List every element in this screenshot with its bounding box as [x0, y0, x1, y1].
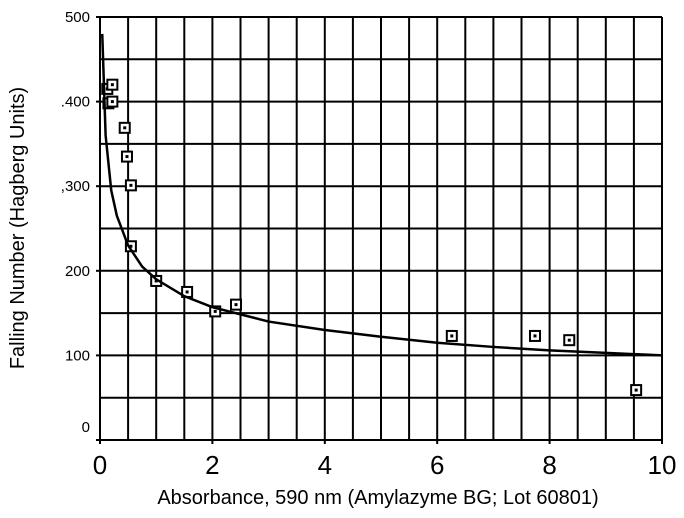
x-tick-label: 4: [318, 450, 332, 480]
x-tick-label: 2: [205, 450, 219, 480]
point-dot: [185, 290, 189, 294]
data-point: [118, 121, 131, 134]
data-point: [230, 298, 243, 311]
point-dot: [567, 338, 571, 342]
point-dot: [129, 244, 133, 248]
y-tick-label: 0: [82, 419, 90, 436]
x-tick-label: 6: [430, 450, 444, 480]
y-tick-label: 200: [65, 263, 90, 280]
y-tick-label: 100: [65, 347, 90, 364]
point-dot: [234, 303, 238, 307]
y-tick-label: .400: [61, 94, 90, 111]
data-point: [124, 179, 137, 192]
y-tick-label: 500: [65, 9, 90, 26]
point-dot: [110, 100, 114, 104]
x-tick-label: 10: [648, 450, 677, 480]
point-dot: [125, 155, 129, 159]
data-point: [106, 78, 119, 91]
data-point: [445, 329, 458, 342]
point-dot: [129, 183, 133, 187]
point-dot: [154, 279, 158, 283]
data-point: [528, 329, 541, 342]
y-axis-label: Falling Number (Hagberg Units): [7, 87, 29, 369]
point-dot: [450, 334, 454, 338]
data-point: [563, 334, 576, 347]
point-dot: [634, 388, 638, 392]
data-point: [630, 384, 643, 397]
point-dot: [533, 334, 537, 338]
data-point: [209, 305, 222, 318]
fit-curve: [100, 33, 663, 357]
point-dot: [213, 309, 217, 313]
x-axis-label: Absorbance, 590 nm (Amylazyme BG; Lot 60…: [157, 487, 598, 509]
data-point: [120, 150, 133, 163]
x-tick-label: 8: [542, 450, 556, 480]
y-tick-label: ,300: [61, 178, 90, 195]
point-dot: [110, 83, 114, 87]
data-point: [106, 95, 119, 108]
point-dot: [123, 126, 127, 130]
x-tick-label: 0: [93, 450, 107, 480]
